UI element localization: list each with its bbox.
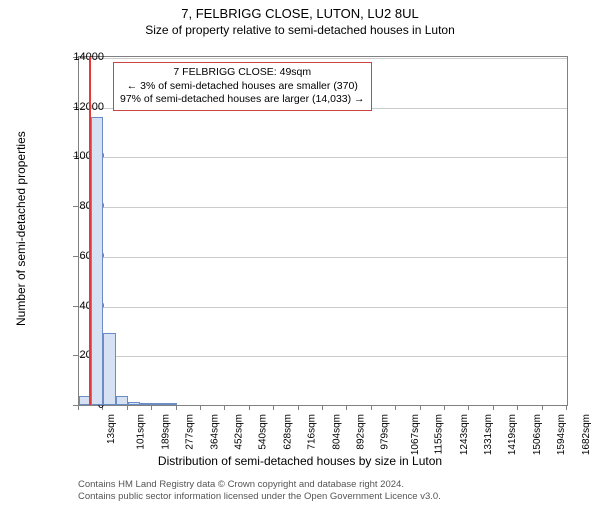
x-axis-label: Distribution of semi-detached houses by …	[0, 454, 600, 468]
xtick-label: 1594sqm	[556, 414, 567, 455]
histogram-bar	[140, 403, 152, 405]
xtick-mark	[493, 405, 494, 410]
xtick-label: 1067sqm	[410, 414, 421, 455]
page-subtitle: Size of property relative to semi-detach…	[0, 23, 600, 37]
grid-line	[79, 307, 567, 308]
xtick-label: 540sqm	[258, 414, 269, 450]
xtick-label: 1506sqm	[532, 414, 543, 455]
histogram-bar	[128, 402, 140, 405]
xtick-mark	[420, 405, 421, 410]
xtick-label: 364sqm	[209, 414, 220, 450]
xtick-label: 716sqm	[307, 414, 318, 450]
grid-line	[79, 356, 567, 357]
xtick-mark	[468, 405, 469, 410]
xtick-mark	[298, 405, 299, 410]
xtick-label: 13sqm	[106, 414, 117, 444]
xtick-label: 1419sqm	[508, 414, 519, 455]
grid-line	[79, 157, 567, 158]
xtick-label: 189sqm	[160, 414, 171, 450]
info-line-3: 97% of semi-detached houses are larger (…	[120, 93, 365, 107]
histogram-bar	[91, 117, 103, 405]
footer-line-1: Contains HM Land Registry data © Crown c…	[78, 479, 441, 491]
xtick-mark	[224, 405, 225, 410]
xtick-mark	[444, 405, 445, 410]
xtick-label: 1682sqm	[581, 414, 592, 455]
xtick-mark	[151, 405, 152, 410]
xtick-mark	[371, 405, 372, 410]
xtick-label: 804sqm	[331, 414, 342, 450]
xtick-label: 1155sqm	[434, 414, 445, 454]
info-line-1: 7 FELBRIGG CLOSE: 49sqm	[120, 66, 365, 80]
indicator-line	[89, 57, 91, 405]
histogram-bar	[103, 333, 115, 405]
histogram-bar	[165, 403, 177, 405]
xtick-label: 277sqm	[185, 414, 196, 450]
xtick-mark	[200, 405, 201, 410]
y-axis-label: Number of semi-detached properties	[14, 131, 28, 326]
footer-line-2: Contains public sector information licen…	[78, 491, 441, 503]
xtick-mark	[249, 405, 250, 410]
grid-line	[79, 257, 567, 258]
grid-line	[79, 58, 567, 59]
xtick-label: 979sqm	[380, 414, 391, 450]
xtick-mark	[517, 405, 518, 410]
xtick-label: 892sqm	[356, 414, 367, 450]
page-title: 7, FELBRIGG CLOSE, LUTON, LU2 8UL	[0, 6, 600, 21]
ytick-label: 12000	[64, 101, 104, 113]
xtick-mark	[273, 405, 274, 410]
xtick-mark	[395, 405, 396, 410]
xtick-mark	[127, 405, 128, 410]
footer: Contains HM Land Registry data © Crown c…	[78, 479, 441, 503]
xtick-label: 101sqm	[136, 414, 147, 450]
chart-container: 7, FELBRIGG CLOSE, LUTON, LU2 8UL Size o…	[0, 6, 600, 506]
chart-area: 7 FELBRIGG CLOSE: 49sqm ← 3% of semi-det…	[78, 56, 568, 406]
xtick-mark	[176, 405, 177, 410]
ytick-label: 14000	[64, 51, 104, 63]
xtick-label: 452sqm	[234, 414, 245, 450]
info-box: 7 FELBRIGG CLOSE: 49sqm ← 3% of semi-det…	[113, 62, 372, 111]
info-line-2: ← 3% of semi-detached houses are smaller…	[120, 80, 365, 94]
xtick-label: 1243sqm	[459, 414, 470, 455]
xtick-mark	[566, 405, 567, 410]
xtick-mark	[322, 405, 323, 410]
xtick-mark	[542, 405, 543, 410]
grid-line	[79, 207, 567, 208]
xtick-label: 1331sqm	[483, 414, 494, 455]
histogram-bar	[152, 403, 164, 405]
xtick-mark	[346, 405, 347, 410]
xtick-label: 628sqm	[282, 414, 293, 450]
histogram-bar	[116, 396, 128, 405]
